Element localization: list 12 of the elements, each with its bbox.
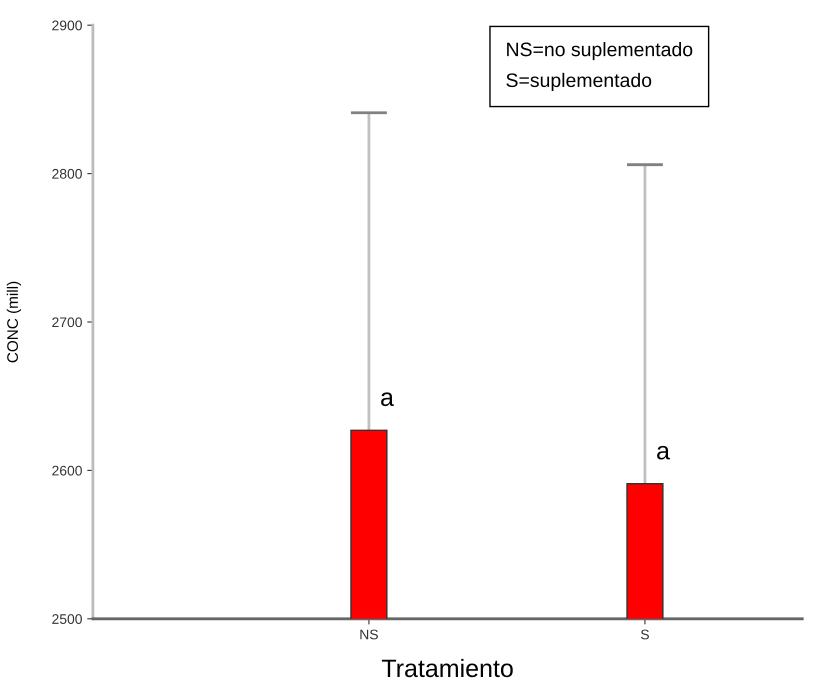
y-axis-title: CONC (mill) (6, 282, 22, 362)
y-tick-label: 2900 (52, 20, 82, 30)
x-axis-title: Tratamiento (382, 658, 513, 678)
y-tick-label: 2700 (52, 317, 82, 328)
x-tick-label: NS (360, 630, 378, 640)
y-tick-label: 2600 (52, 466, 82, 476)
annotation: a (657, 446, 670, 460)
x-tick-label: S (640, 630, 649, 640)
annotation: a (381, 392, 394, 406)
y-tick-label: 2800 (52, 168, 82, 179)
y-tick-label: 2500 (52, 614, 82, 624)
annotation: NS=no suplementado S=suplementado (506, 42, 692, 91)
